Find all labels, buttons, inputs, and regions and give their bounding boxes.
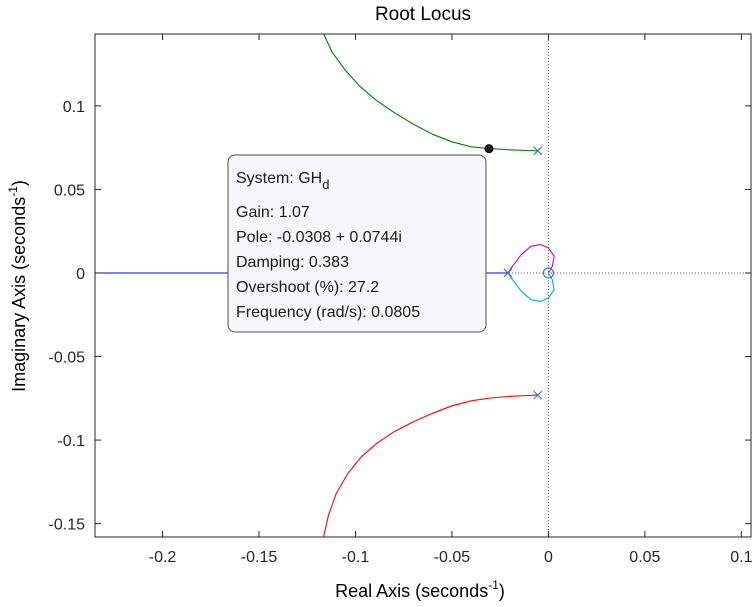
y-tick-label: 0 xyxy=(76,266,85,283)
chart-title: Root Locus xyxy=(375,4,471,25)
data-tip-gain: Gain: 1.07 xyxy=(236,204,310,221)
zero-marker xyxy=(542,267,555,279)
y-tick-label: -0.15 xyxy=(49,517,86,534)
data-tip-damping: Damping: 0.383 xyxy=(236,254,349,271)
x-tick-label: -0.15 xyxy=(241,549,278,566)
data-tip-frequency: Frequency (rad/s): 0.0805 xyxy=(236,304,420,321)
x-tick-label: -0.05 xyxy=(434,549,471,566)
x-tick-label: -0.1 xyxy=(342,549,370,566)
pole-marker xyxy=(503,268,513,278)
data-tip-system-subscript: d xyxy=(322,177,329,192)
pole-marker-stroke xyxy=(503,268,513,278)
pole-marker-stroke xyxy=(533,390,543,400)
locus-branch-1 xyxy=(323,34,538,152)
y-axis-label-main: Imaginary Axis (seconds xyxy=(9,197,29,392)
y-tick-label: 0.05 xyxy=(54,182,85,199)
y-tick-label: 0.1 xyxy=(63,99,85,116)
y-axis-ticks: -0.15 -0.1 -0.05 0 0.05 0.1 xyxy=(49,99,751,534)
x-tick-label: 0.05 xyxy=(629,549,660,566)
x-axis-label: Real Axis (seconds-1) xyxy=(335,578,505,601)
pole-zero-markers xyxy=(503,146,555,400)
x-axis-label-exponent: -1 xyxy=(488,578,499,592)
data-tip-system-label: System: GH xyxy=(236,170,322,187)
selected-point-layer xyxy=(484,144,494,154)
x-axis-label-end: ) xyxy=(499,581,505,601)
data-tip-overshoot: Overshoot (%): 27.2 xyxy=(236,279,379,296)
reference-axes xyxy=(95,34,751,537)
pole-marker xyxy=(533,146,543,156)
pole-marker xyxy=(533,390,543,400)
locus-branch-5 xyxy=(507,272,555,302)
y-axis-label-end: ) xyxy=(9,180,29,186)
data-tip-pole: Pole: -0.0308 + 0.0744i xyxy=(236,229,402,246)
data-tip-box xyxy=(227,154,487,333)
x-tick-label: -0.2 xyxy=(149,549,177,566)
x-tick-label: 0.1 xyxy=(730,549,752,566)
x-tick-label: 0 xyxy=(544,549,553,566)
locus-branch-2 xyxy=(323,394,538,537)
y-tick-label: -0.05 xyxy=(49,350,86,367)
y-axis-label: Imaginary Axis (seconds-1) xyxy=(6,180,29,392)
plot-frame xyxy=(94,33,752,538)
data-tip[interactable]: System: GHd Gain: 1.07 Pole: -0.0308 + 0… xyxy=(227,154,487,333)
pole-marker-stroke xyxy=(533,146,543,156)
locus-branch-4 xyxy=(507,244,555,274)
y-tick-label: -0.1 xyxy=(57,433,85,450)
x-axis-label-main: Real Axis (seconds xyxy=(335,581,488,601)
data-tip-system: System: GHd xyxy=(236,170,329,192)
x-axis-ticks: -0.2 -0.15 -0.1 -0.05 0 0.05 0.1 xyxy=(149,34,753,566)
selected-point-marker xyxy=(484,144,494,154)
y-axis-label-exponent: -1 xyxy=(6,186,20,197)
